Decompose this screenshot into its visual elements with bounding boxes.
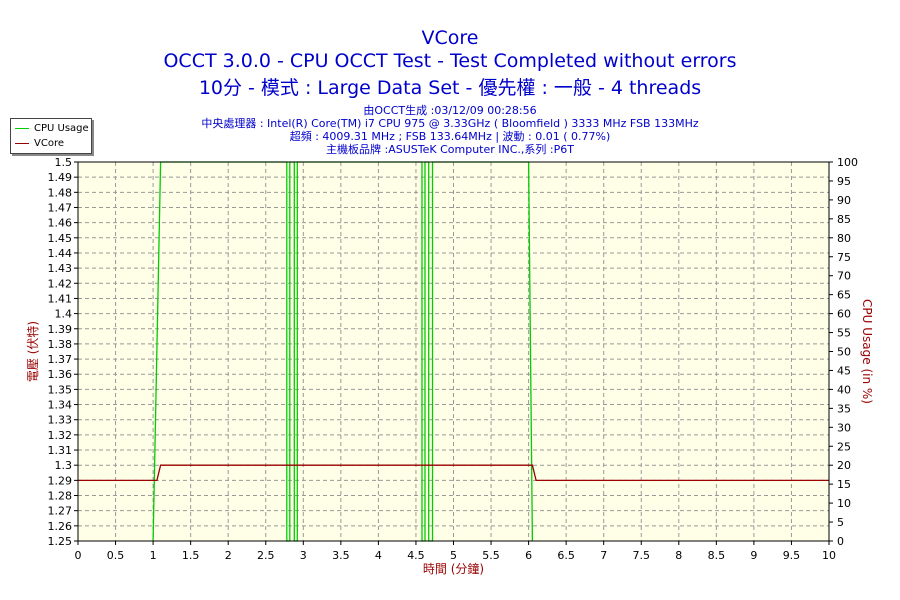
y-left-tick-label: 1.33 [48,414,73,427]
series-line-vcore [78,464,829,482]
y-right-tick-label: 10 [837,497,851,510]
y-right-tick-label: 80 [837,232,851,245]
y-left-tick-label: 1.4 [55,308,73,321]
x-tick-label: 8.5 [708,549,726,562]
plot-area [78,162,829,541]
x-tick-label: 1.5 [182,549,200,562]
x-tick-label: 4.5 [407,549,425,562]
chart-subtitle-1: OCCT 3.0.0 - CPU OCCT Test - Test Comple… [163,50,737,72]
plot-border [77,161,830,542]
y-right-tick-label: 100 [837,156,858,169]
y-left-tick-label: 1.38 [48,338,73,351]
x-tick-label: 2 [225,549,232,562]
y-right-tick-label: 65 [837,289,851,302]
y-left-tick-label: 1.5 [55,156,73,169]
x-tick-label: 5.5 [482,549,500,562]
x-tick-label: 9 [750,549,757,562]
x-tick-label: 0 [75,549,82,562]
x-tick-label: 1 [150,549,157,562]
x-tick-label: 6.5 [557,549,575,562]
y-right-tick-label: 25 [837,440,851,453]
y-right-tick-label: 55 [837,327,851,340]
y-left-tick-label: 1.41 [48,292,73,305]
y-axis-label-left: 電壓 (伏特) [25,321,40,382]
x-tick-label: 3 [300,549,307,562]
y-right-tick-label: 90 [837,194,851,207]
y-left-tick-label: 1.47 [48,201,73,214]
y-right-tick-label: 70 [837,270,851,283]
y-left-tick-label: 1.46 [48,217,73,230]
y-axis-label-right: CPU Usage (in %) [860,299,874,404]
y-right-tick-label: 85 [837,213,851,226]
y-right-tick-label: 40 [837,383,851,396]
y-right-tick-label: 35 [837,402,851,415]
y-right-tick-label: 30 [837,421,851,434]
legend-label-vcore: VCore [34,138,64,149]
y-left-tick-label: 1.39 [48,323,73,336]
x-tick-label: 3.5 [332,549,350,562]
series-line-cpu-usage [152,161,534,542]
chart-subtitle-2: 10分 - 模式 : Large Data Set - 優先權 : 一般 - 4… [198,77,702,99]
x-axis-label: 時間 (分鐘) [423,561,484,576]
y-left-tick-label: 1.31 [48,444,73,457]
y-left-tick-label: 1.44 [48,247,73,260]
y-left-tick-label: 1.45 [48,232,73,245]
x-tick-label: 2.5 [257,549,275,562]
y-left-tick-label: 1.49 [48,171,73,184]
chart-title: VCore [421,27,479,49]
y-left-tick-label: 1.42 [48,277,73,290]
y-left-tick-label: 1.34 [48,399,73,412]
y-left-tick-label: 1.36 [48,368,73,381]
legend-label-cpu-usage: CPU Usage [34,123,89,134]
y-left-tick-label: 1.25 [48,535,73,548]
x-tick-label: 7.5 [633,549,651,562]
info-line-overclock: 超頻 : 4009.31 MHz ; FSB 133.64MHz | 波動 : … [289,130,611,143]
legend-swatch-cpu-usage [15,128,29,129]
y-right-tick-label: 5 [837,516,844,529]
chart-legend: CPU Usage VCore [10,118,92,154]
y-right-tick-label: 45 [837,364,851,377]
info-line-cpu: 中央處理器 : Intel(R) Core(TM) i7 CPU 975 @ 3… [201,117,699,130]
y-left-tick-label: 1.32 [48,429,73,442]
y-left-tick-label: 1.43 [48,262,73,275]
y-left-tick-label: 1.27 [48,505,73,518]
y-right-tick-label: 75 [837,251,851,264]
x-tick-label: 0.5 [107,549,125,562]
info-line-motherboard: 主機板品牌 :ASUSTeK Computer INC.,系列 :P6T [326,143,574,156]
x-tick-label: 4 [375,549,382,562]
y-right-tick-label: 15 [837,478,851,491]
y-left-tick-label: 1.28 [48,490,73,503]
info-line-generated: 由OCCT生成 :03/12/09 00:28:56 [363,104,537,117]
axis-ticks: 0 0.5 1 1.5 2 2.5 3 3.5 4 4.5 5 5.5 6 6.5 7 7.5 8 8.5 9 9.5… [48,156,859,562]
legend-swatch-vcore [15,143,29,144]
y-left-tick-label: 1.29 [48,474,73,487]
x-tick-label: 9.5 [783,549,801,562]
y-right-tick-label: 50 [837,346,851,359]
y-left-tick-label: 1.35 [48,383,73,396]
x-tick-label: 5 [450,549,457,562]
x-tick-label: 7 [600,549,607,562]
y-left-tick-label: 1.48 [48,186,73,199]
y-right-tick-label: 95 [837,175,851,188]
x-tick-label: 6 [525,549,532,562]
y-right-tick-label: 0 [837,535,844,548]
y-left-tick-label: 1.3 [55,459,73,472]
y-right-tick-label: 60 [837,308,851,321]
grid-lines [78,162,829,541]
y-left-tick-label: 1.37 [48,353,73,366]
series-lines [78,161,829,542]
x-tick-label: 10 [822,549,836,562]
y-left-tick-label: 1.26 [48,520,73,533]
x-tick-label: 8 [675,549,682,562]
y-right-tick-label: 20 [837,459,851,472]
